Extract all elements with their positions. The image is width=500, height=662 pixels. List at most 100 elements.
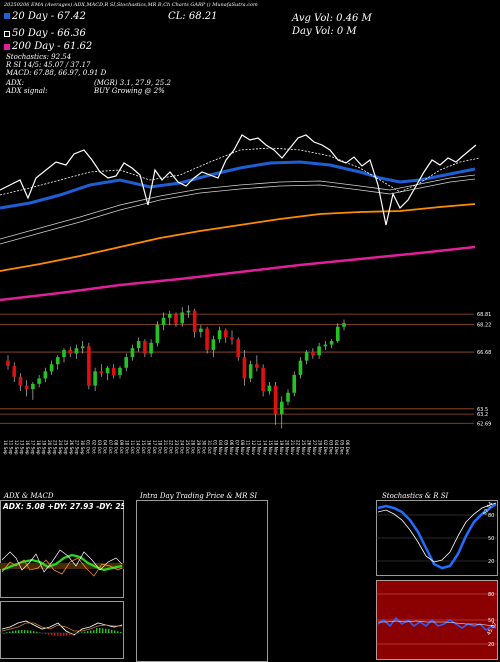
adx-value: (MGR) 3.1, 27.9, 25.2 xyxy=(94,79,171,87)
macd-histogram-bar xyxy=(51,633,53,636)
date-axis-label: 24 Oct xyxy=(180,440,185,454)
adx-panel: ADX: 5.08 +DY: 27.93 -DY: 25.25 xyxy=(0,500,124,598)
candle-up xyxy=(62,349,66,358)
date-axis-label: 23 Oct xyxy=(174,440,179,454)
candle-up xyxy=(186,310,191,313)
adx-signal-label: ADX signal: xyxy=(6,87,48,95)
candle-up xyxy=(31,383,35,390)
macd-histogram-bar xyxy=(57,633,59,636)
candle-down xyxy=(174,314,178,324)
candle-up xyxy=(149,342,153,354)
date-axis-label: 07 Oct xyxy=(108,440,113,454)
candle-up xyxy=(80,346,85,349)
price-axis-label: 63.5 xyxy=(477,407,488,413)
legend-label-ema200: 200 Day - 61.62 xyxy=(12,41,93,52)
date-axis-label: 08 Nov xyxy=(240,440,245,455)
date-axis-label: 29 Nov xyxy=(317,440,322,455)
ema50-double-line-a xyxy=(0,178,476,245)
candle-up xyxy=(74,348,79,354)
macd-readout: MACD: 67.88, 66.97, 0.91 D xyxy=(6,69,107,77)
candle-up xyxy=(267,385,272,391)
legend-swatch-ema200 xyxy=(4,44,10,50)
adx-label: ADX: xyxy=(6,79,25,87)
candle-down xyxy=(143,341,147,354)
date-axis-label: 27 Sep xyxy=(75,440,80,455)
macd-histogram-bar xyxy=(42,633,44,634)
date-axis-label: 22 Oct xyxy=(168,440,173,454)
ema200-line xyxy=(0,245,476,302)
price-axis-label: 63.2 xyxy=(477,412,488,418)
candle-up xyxy=(124,357,129,368)
candle-up xyxy=(37,378,41,384)
avg-volume-label: Avg Vol: 0.46 M xyxy=(292,13,372,24)
candle-down xyxy=(68,349,73,354)
macd-line xyxy=(1,620,123,636)
candle-down xyxy=(273,385,278,415)
macd-histogram-bar xyxy=(108,629,110,633)
rsi-tick-80: 80 xyxy=(488,592,494,598)
macd-histogram-bar xyxy=(21,630,23,633)
price-axis-label: 62.69 xyxy=(477,421,491,427)
candle-up xyxy=(286,392,290,402)
macd-histogram-bar xyxy=(6,632,8,633)
ema50-double-line-b xyxy=(0,174,476,240)
candle-up xyxy=(118,367,122,375)
macd-histogram-bar xyxy=(117,631,119,633)
candle-up xyxy=(136,341,141,349)
macd-histogram-bar xyxy=(96,628,98,633)
macd-histogram-bar xyxy=(72,633,74,635)
macd-histogram-bar xyxy=(84,631,86,633)
date-axis-label: 04 Dec xyxy=(334,440,339,455)
macd-histogram xyxy=(3,628,122,636)
stoch-tick-80: 80 xyxy=(488,513,494,519)
macd-histogram-bar xyxy=(27,630,29,633)
adx-plus-line xyxy=(1,549,123,573)
macd-histogram-bar xyxy=(81,632,83,633)
date-axis-label: 01 Nov xyxy=(213,440,218,455)
date-axis-label: 29 Oct xyxy=(196,440,201,454)
candle-up xyxy=(43,371,48,379)
candle-up xyxy=(105,367,110,374)
stoch-panel-title: Stochastics & R SI xyxy=(382,492,449,500)
date-axis-label: 25 Oct xyxy=(185,440,190,454)
macd-histogram-bar xyxy=(3,633,5,634)
date-axis-label: 23 Sep xyxy=(53,440,58,455)
macd-histogram-bar xyxy=(39,632,41,634)
date-axis-label: 18 Oct xyxy=(157,440,162,454)
candle-up xyxy=(298,360,303,375)
date-axis-label: 12 Sep xyxy=(14,440,19,455)
candle-up xyxy=(199,328,203,333)
macd-histogram-bar xyxy=(120,631,122,633)
date-axis-label: 26 Sep xyxy=(69,440,74,455)
date-axis-label: 01 Oct xyxy=(86,440,91,454)
macd-histogram-bar xyxy=(102,628,104,633)
rsi-blue-line xyxy=(377,616,497,632)
macd-histogram-bar xyxy=(54,633,56,636)
macd-histogram-bar xyxy=(99,628,101,633)
rsi-readout: R SI 14/5: 45.07 / 37.17 xyxy=(6,61,91,69)
date-axis-label: 18 Nov xyxy=(273,440,278,455)
candle-down xyxy=(223,330,228,338)
price-close-line xyxy=(0,134,477,226)
macd-histogram-bar xyxy=(60,633,62,636)
candle-up xyxy=(335,326,340,342)
date-axis-label: 21 Oct xyxy=(163,440,168,454)
date-axis-label: 15 Oct xyxy=(141,440,146,454)
macd-signal-line xyxy=(1,622,122,632)
candle-down xyxy=(99,371,104,374)
macd-histogram-bar xyxy=(18,630,20,633)
macd-histogram-bar xyxy=(63,633,65,636)
main-price-chart: 68.81 68.22 66.68 63.563.2 62.69 10 Sep 11 Se… xyxy=(0,134,491,455)
price-axis-label: 66.68 xyxy=(477,350,491,356)
date-axis-label: 11 Sep xyxy=(9,440,14,455)
macd-histogram-bar xyxy=(15,630,17,633)
date-axis-label: 03 Dec xyxy=(328,440,333,455)
date-axis-label: 30 Oct xyxy=(202,440,207,454)
date-axis-label: 04 Oct xyxy=(102,440,107,454)
candle-up xyxy=(248,364,253,379)
date-axis-label: 12 Nov xyxy=(251,440,256,455)
stoch-tick-50: 50 xyxy=(488,536,494,542)
date-axis-label: 02 Oct xyxy=(91,440,96,454)
date-axis-label: 14 Nov xyxy=(262,440,267,455)
intraday-panel xyxy=(136,500,268,662)
